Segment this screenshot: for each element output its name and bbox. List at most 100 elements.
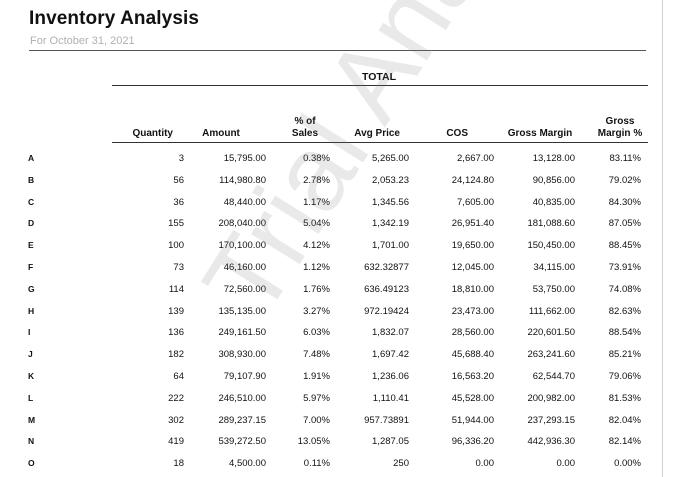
- row-label: C: [28, 196, 35, 207]
- cell-pct-sales: 6.03%: [303, 327, 330, 339]
- cell-amount: 48,440.00: [223, 196, 266, 208]
- column-header-amount: Amount: [202, 128, 240, 139]
- cell-amount: 539,272.50: [218, 436, 266, 448]
- cell-avg-price: 1,110.41: [372, 392, 409, 404]
- cell-gross-margin: 34,115.00: [533, 262, 575, 273]
- cell-amount: 114,980.80: [219, 174, 266, 186]
- cell-avg-price: 2,053.23: [372, 174, 409, 186]
- cell-quantity: 114: [168, 283, 184, 295]
- cell-pct-sales: 0.38%: [303, 153, 330, 164]
- cell-gross-margin-pct: 79.06%: [608, 371, 641, 382]
- table-row: K 64 79,107.90 1.91% 1,236.06 16,563.20 62,544…: [0, 365, 662, 387]
- cell-cos: 23,473.00: [451, 305, 494, 317]
- cell-cos: 7,605.00: [457, 196, 494, 208]
- table-row: I 136 249,161.50 6.03% 1,832.07 28,560.00 220,…: [0, 321, 662, 343]
- cell-gross-margin-pct: 73.91%: [608, 262, 641, 273]
- cell-avg-price: 1,345.56: [372, 196, 409, 208]
- cell-gross-margin: 53,750.00: [532, 283, 575, 295]
- cell-cos: 96,336.20: [451, 436, 494, 448]
- cell-quantity: 182: [168, 349, 184, 361]
- cell-avg-price: 1,697.42: [372, 349, 409, 361]
- cell-gross-margin-pct: 88.54%: [608, 327, 641, 339]
- cell-gross-margin-pct: 74.08%: [608, 283, 641, 295]
- column-header-avg-price: Avg Price: [354, 128, 400, 139]
- cell-gross-margin-pct: 87.05%: [608, 218, 641, 230]
- group-header-total: TOTAL: [361, 71, 397, 83]
- cell-quantity: 155: [168, 218, 184, 230]
- cell-gross-margin-pct: 0.00%: [614, 458, 641, 470]
- cell-avg-price: 1,236.06: [372, 371, 409, 382]
- cell-amount: 79,107.90: [223, 371, 266, 382]
- report-title: Inventory Analysis: [29, 8, 200, 29]
- table-row: M 302 289,237.15 7.00% 957.73891 51,944.00 237…: [0, 409, 662, 431]
- column-header-gross-margin: Gross Margin: [507, 128, 573, 139]
- cell-gross-margin-pct: 82.14%: [608, 436, 641, 448]
- cell-quantity: 139: [168, 305, 184, 317]
- cell-amount: 246,510.00: [218, 392, 266, 404]
- row-label: L: [28, 392, 34, 403]
- cell-cos: 45,528.00: [451, 392, 494, 404]
- cell-cos: 19,650.00: [451, 240, 494, 252]
- cell-gross-margin: 62,544.70: [532, 371, 575, 382]
- cell-amount: 46,160.00: [223, 262, 266, 273]
- cell-gross-margin-pct: 81.53%: [608, 392, 641, 404]
- cell-cos: 16,563.20: [451, 371, 494, 382]
- cell-gross-margin-pct: 85.21%: [608, 349, 641, 361]
- cell-gross-margin: 220,601.50: [527, 327, 575, 339]
- column-header-quantity: Quantity: [132, 128, 173, 139]
- cell-pct-sales: 4.12%: [303, 240, 330, 252]
- cell-pct-sales: 1.12%: [303, 262, 330, 273]
- table-row: O 18 4,500.00 0.11% 250 0.00 0.00 0.00%: [0, 452, 662, 474]
- row-label: F: [28, 262, 34, 272]
- cell-pct-sales: 1.91%: [303, 371, 330, 382]
- cell-quantity: 222: [168, 392, 184, 404]
- row-label: J: [28, 349, 33, 360]
- cell-amount: 208,040.00: [218, 218, 266, 230]
- column-header-pct-sales: % of Sales: [291, 116, 319, 139]
- cell-avg-price: 1,701.00: [372, 240, 409, 252]
- cell-cos: 28,560.00: [451, 327, 494, 339]
- cell-quantity: 18: [173, 458, 184, 470]
- cell-cos: 51,944.00: [451, 414, 494, 426]
- row-label: B: [28, 174, 35, 185]
- cell-pct-sales: 1.76%: [303, 283, 330, 295]
- cell-avg-price: 957.73891: [364, 414, 409, 426]
- cell-avg-price: 1,832.07: [372, 327, 409, 339]
- row-label: A: [28, 153, 35, 163]
- table-row: J 182 308,930.00 7.48% 1,697.42 45,688.40 263,…: [0, 343, 662, 365]
- row-label: I: [28, 327, 31, 338]
- row-label: E: [28, 240, 34, 251]
- cell-amount: 289,237.15: [218, 414, 266, 426]
- cell-gross-margin: 442,936.30: [527, 436, 575, 448]
- cell-avg-price: 5,265.00: [372, 153, 409, 164]
- cell-gross-margin-pct: 82.04%: [608, 414, 641, 426]
- table-row: L 222 246,510.00 5.97% 1,110.41 45,528.00 200,…: [0, 387, 662, 409]
- cell-quantity: 136: [168, 327, 184, 339]
- cell-avg-price: 250: [393, 458, 409, 470]
- cell-amount: 15,795.00: [223, 153, 266, 164]
- cell-pct-sales: 13.05%: [297, 436, 330, 448]
- row-label: G: [28, 283, 35, 294]
- cell-amount: 4,500.00: [229, 458, 266, 470]
- group-header-rule: [112, 85, 648, 86]
- cell-quantity: 64: [173, 371, 184, 382]
- cell-gross-margin: 150,450.00: [527, 240, 575, 252]
- cell-cos: 2,667.00: [457, 153, 494, 164]
- cell-amount: 249,161.50: [218, 327, 266, 339]
- table-row: E 100 170,100.00 4.12% 1,701.00 19,650.00 150,…: [0, 234, 662, 256]
- row-label: M: [28, 414, 36, 425]
- table-row: N 419 539,272.50 13.05% 1,287.05 96,336.20 442…: [0, 430, 662, 452]
- cell-cos: 45,688.40: [451, 349, 494, 361]
- cell-quantity: 100: [168, 240, 184, 252]
- cell-cos: 26,951.40: [451, 218, 494, 230]
- cell-quantity: 302: [168, 414, 184, 426]
- cell-gross-margin-pct: 82.63%: [608, 305, 641, 317]
- column-header-rule: [112, 142, 648, 143]
- table-row: D 155 208,040.00 5.04% 1,342.19 26,951.40 181,…: [0, 212, 662, 234]
- cell-pct-sales: 0.11%: [303, 458, 330, 470]
- cell-gross-margin-pct: 79.02%: [608, 174, 641, 186]
- report-page: Inventory Analysis For October 31, 2021 …: [0, 0, 663, 477]
- cell-amount: 72,560.00: [223, 283, 266, 295]
- column-header-gross-margin-pct: Gross Margin %: [597, 116, 643, 139]
- cell-gross-margin: 263,241.60: [527, 349, 575, 361]
